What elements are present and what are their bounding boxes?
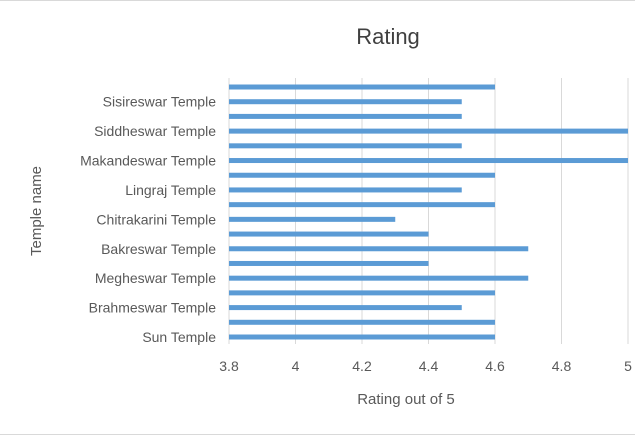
x-tick-label: 5 [624, 358, 632, 374]
bar [229, 172, 495, 178]
y-category-label: Chitrakarini Temple [96, 211, 216, 227]
x-tick-label: 4.2 [352, 358, 372, 374]
bar [229, 231, 429, 237]
x-tick-labels: 3.8 4 4.2 4.4 4.6 4.8 5 [219, 358, 632, 374]
bar [229, 187, 462, 193]
x-tick-label: 4.6 [485, 358, 505, 374]
bar [229, 334, 495, 340]
chart-title: Rating [356, 24, 420, 49]
x-tick-label: 4.8 [552, 358, 572, 374]
y-category-label: Megheswar Temple [95, 270, 216, 286]
y-axis-label: Temple name [28, 166, 45, 256]
bar [229, 202, 495, 208]
x-tick-label: 4.4 [419, 358, 439, 374]
bar [229, 84, 495, 90]
x-tick-label: 4 [292, 358, 300, 374]
bar [229, 143, 462, 149]
bar [229, 113, 462, 119]
gridlines [228, 78, 629, 344]
bar [229, 290, 495, 296]
bar [229, 158, 628, 164]
y-category-label: Brahmeswar Temple [89, 300, 217, 316]
bar [229, 319, 495, 325]
bars [229, 84, 628, 340]
x-axis-label: Rating out of 5 [357, 391, 455, 408]
bar [229, 305, 462, 311]
y-category-label: Makandeswar Temple [80, 153, 216, 169]
bar [229, 216, 396, 222]
y-category-label: Sun Temple [142, 329, 216, 345]
y-category-label: Sisireswar Temple [103, 94, 217, 110]
bar [229, 275, 529, 281]
y-category-label: Siddheswar Temple [94, 123, 216, 139]
x-tick-label: 3.8 [219, 358, 239, 374]
y-category-label: Lingraj Temple [125, 182, 216, 198]
y-category-labels: Sun Temple Brahmeswar Temple Megheswar Tem… [80, 94, 216, 345]
bar [229, 128, 628, 134]
bar [229, 246, 529, 252]
bar [229, 260, 429, 266]
bar [229, 99, 462, 105]
y-category-label: Bakreswar Temple [101, 241, 216, 257]
